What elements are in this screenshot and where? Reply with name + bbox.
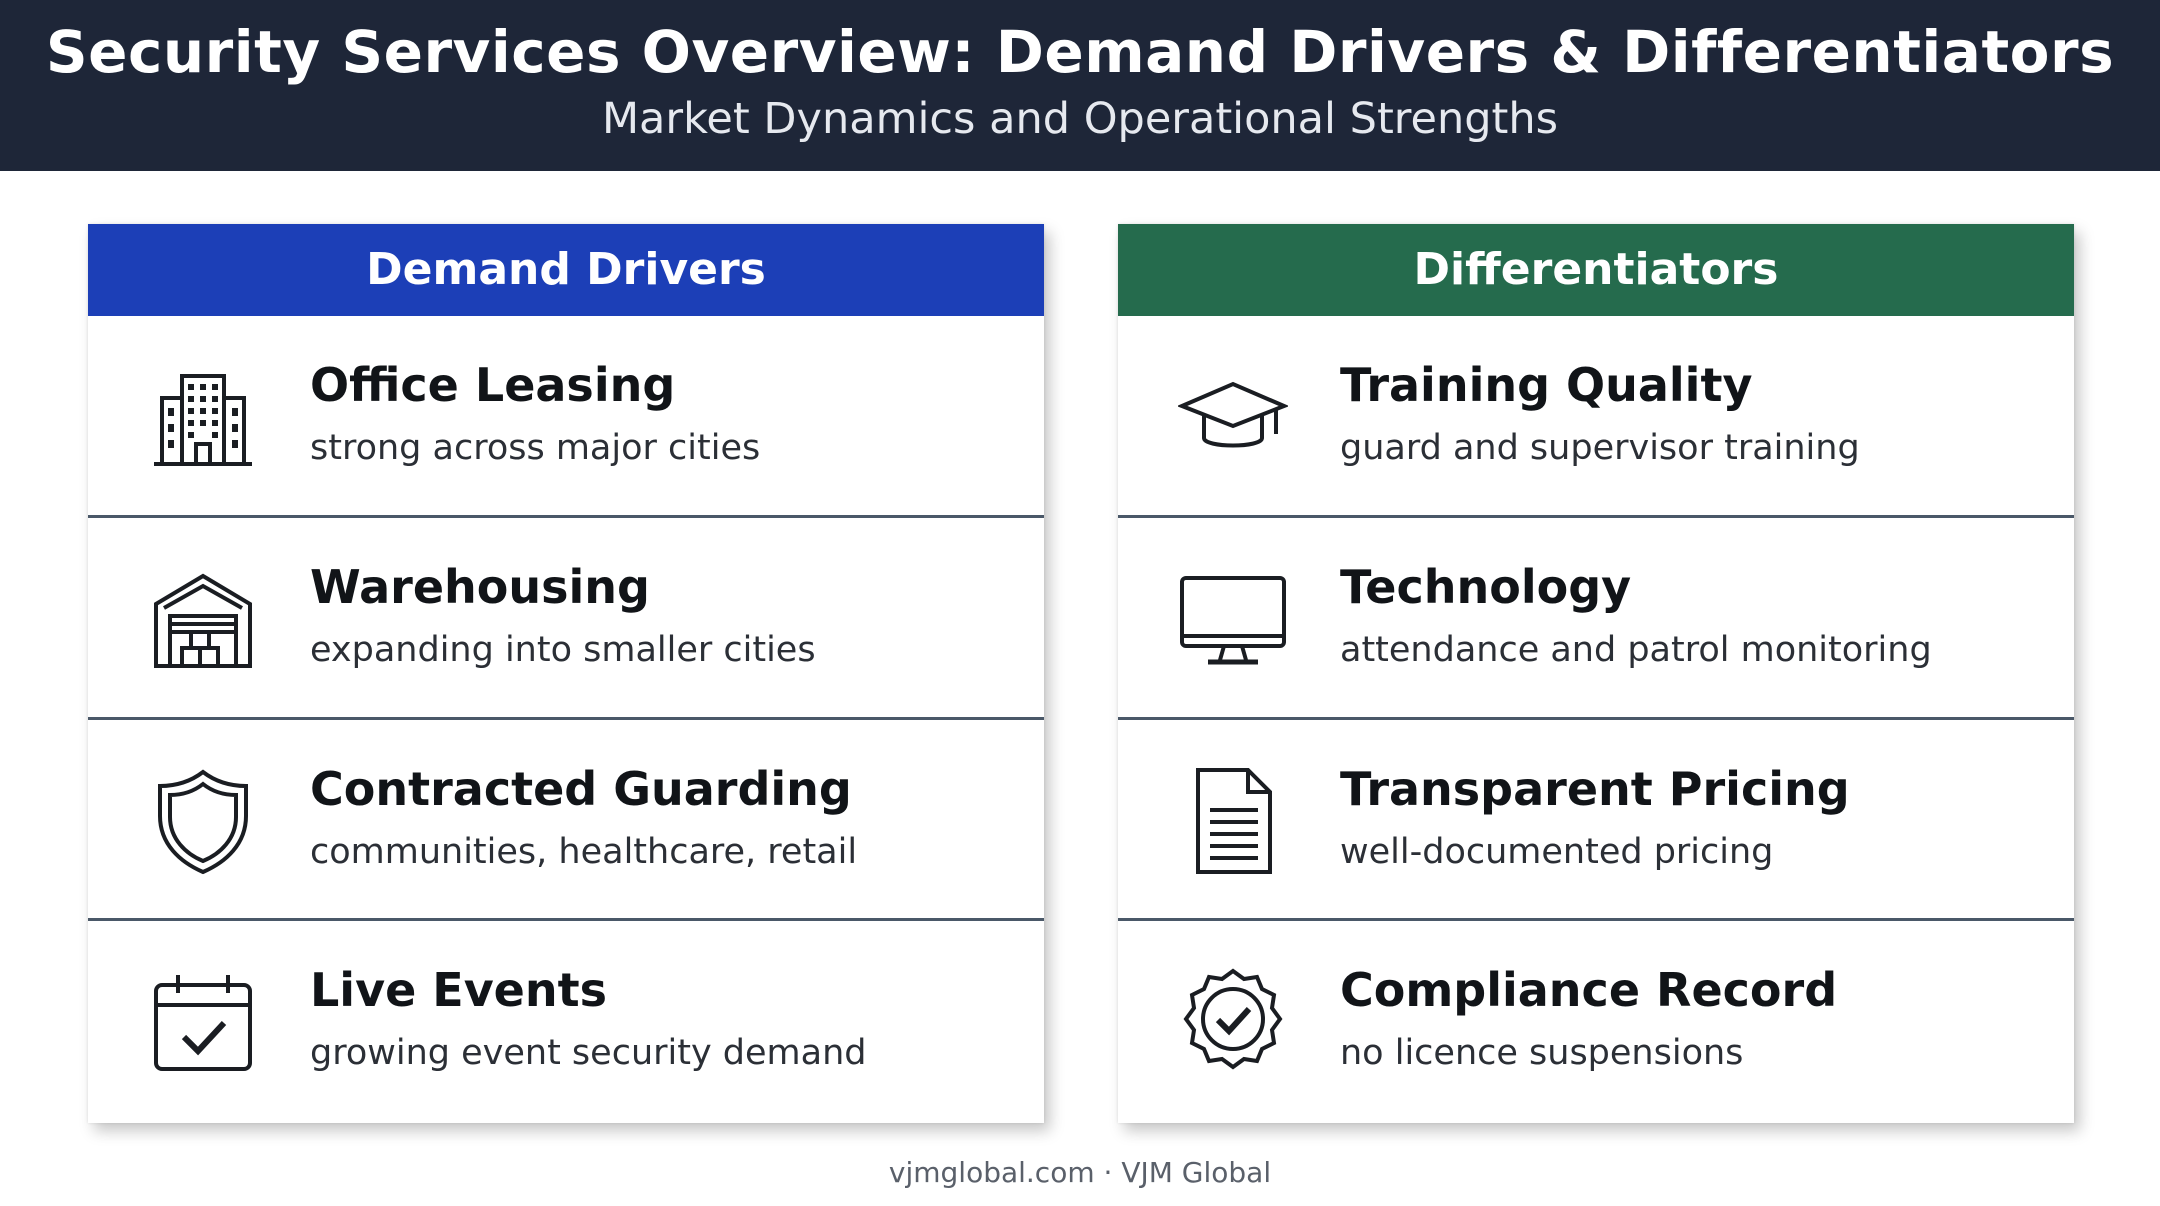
item-title: Training Quality bbox=[1340, 358, 1753, 412]
list-item-contracted-guarding: Contracted Guarding communities, healthc… bbox=[88, 720, 1044, 922]
list-item-compliance-record: Compliance Record no licence suspensions bbox=[1118, 921, 2074, 1123]
page-title: Security Services Overview: Demand Drive… bbox=[45, 18, 2115, 86]
item-description: growing event security demand bbox=[310, 1033, 867, 1074]
header-banner: Security Services Overview: Demand Drive… bbox=[0, 0, 2160, 171]
demand-drivers-heading: Demand Drivers bbox=[88, 224, 1044, 316]
item-title: Transparent Pricing bbox=[1340, 761, 1850, 816]
item-title: Contracted Guarding bbox=[310, 761, 852, 816]
differentiators-heading: Differentiators bbox=[1118, 224, 2074, 316]
list-item-warehousing: Warehousing expanding into smaller citie… bbox=[88, 518, 1044, 720]
differentiators-panel: Differentiators Training Quality guard a… bbox=[1118, 224, 2074, 1123]
item-description: no licence suspensions bbox=[1340, 1033, 1744, 1074]
item-description: well-documented pricing bbox=[1340, 831, 1774, 872]
item-description: attendance and patrol monitoring bbox=[1340, 629, 1932, 670]
item-description: communities, healthcare, retail bbox=[310, 831, 858, 872]
item-title: Warehousing bbox=[310, 559, 650, 614]
item-title: Compliance Record bbox=[1340, 963, 1838, 1018]
list-item-office-leasing: Office Leasing strong across major citie… bbox=[88, 316, 1044, 518]
list-item-technology: Technology attendance and patrol monitor… bbox=[1118, 518, 2074, 720]
item-title: Live Events bbox=[310, 963, 608, 1018]
list-item-transparent-pricing: Transparent Pricing well-documented pric… bbox=[1118, 720, 2074, 922]
item-title: Office Leasing bbox=[310, 358, 676, 412]
item-description: strong across major cities bbox=[310, 428, 761, 468]
shield-icon bbox=[148, 766, 258, 876]
office-building-icon bbox=[148, 362, 258, 472]
item-description: expanding into smaller cities bbox=[310, 629, 816, 670]
graduation-cap-icon bbox=[1178, 362, 1288, 472]
document-icon bbox=[1178, 766, 1288, 876]
item-title: Technology bbox=[1340, 559, 1632, 614]
item-description: guard and supervisor training bbox=[1340, 428, 1860, 468]
warehouse-icon bbox=[148, 564, 258, 674]
calendar-check-icon bbox=[148, 967, 258, 1077]
page-subtitle: Market Dynamics and Operational Strength… bbox=[601, 94, 1559, 144]
list-item-training-quality: Training Quality guard and supervisor tr… bbox=[1118, 316, 2074, 518]
certified-badge-icon bbox=[1178, 967, 1288, 1077]
monitor-icon bbox=[1178, 564, 1288, 674]
demand-drivers-panel: Demand Drivers Office Leasin bbox=[88, 224, 1044, 1123]
list-item-live-events: Live Events growing event security deman… bbox=[88, 921, 1044, 1123]
footer-credit: vjmglobal.com · VJM Global bbox=[888, 1156, 1272, 1189]
